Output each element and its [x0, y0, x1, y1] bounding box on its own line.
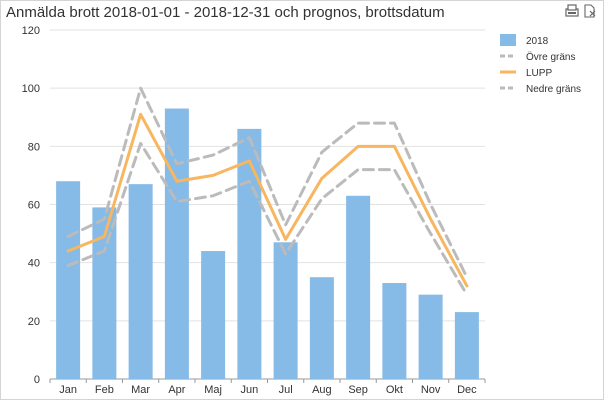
legend-label: 2018	[526, 36, 549, 47]
bar-2018-mar	[128, 184, 153, 379]
x-tick-label: Sep	[348, 384, 368, 396]
x-tick-label: Nov	[421, 384, 441, 396]
clear-selection-icon[interactable]	[583, 4, 597, 18]
chart-title: Anmälda brott 2018-01-01 - 2018-12-31 oc…	[6, 4, 445, 21]
x-tick-label: Apr	[168, 384, 185, 396]
chart-toolbar	[565, 4, 597, 18]
x-tick-label: Maj	[204, 384, 222, 396]
bar-2018-dec	[454, 312, 479, 379]
legend-label: Nedre gräns	[526, 84, 581, 95]
bar-2018-nov	[418, 294, 443, 379]
series-line-nedre-grans	[66, 141, 469, 297]
legend-label: Övre gräns	[526, 51, 575, 63]
y-tick-label: 0	[34, 374, 40, 386]
y-tick-label: 60	[28, 200, 40, 212]
x-tick-label: Jun	[241, 384, 259, 396]
series-line-lupp	[66, 112, 469, 288]
y-tick-label: 40	[28, 258, 40, 270]
y-tick-label: 100	[22, 83, 40, 95]
legend-swatch-2018	[500, 34, 516, 46]
bar-2018-apr	[164, 108, 189, 380]
export-icon[interactable]	[565, 4, 579, 18]
y-tick-label: 20	[28, 316, 40, 328]
bar-2018-okt	[382, 283, 407, 379]
x-tick-label: Dec	[457, 384, 477, 396]
x-tick-label: Aug	[312, 384, 332, 396]
bar-2018-aug	[309, 277, 334, 379]
bar-2018-jul	[273, 242, 298, 379]
legend-label: LUPP	[526, 68, 552, 79]
x-tick-label: Jan	[59, 384, 77, 396]
bar-2018-jan	[56, 181, 81, 379]
x-tick-label: Feb	[95, 384, 114, 396]
x-tick-label: Jul	[279, 384, 293, 396]
bar-2018-jun	[237, 128, 262, 379]
bar-2018-maj	[201, 251, 226, 379]
x-tick-label: Mar	[131, 384, 150, 396]
series-line-ovre-grans	[66, 86, 469, 279]
bar-2018-sep	[346, 195, 371, 379]
y-tick-label: 120	[22, 25, 40, 37]
y-tick-label: 80	[28, 141, 40, 153]
x-tick-label: Okt	[386, 384, 403, 396]
